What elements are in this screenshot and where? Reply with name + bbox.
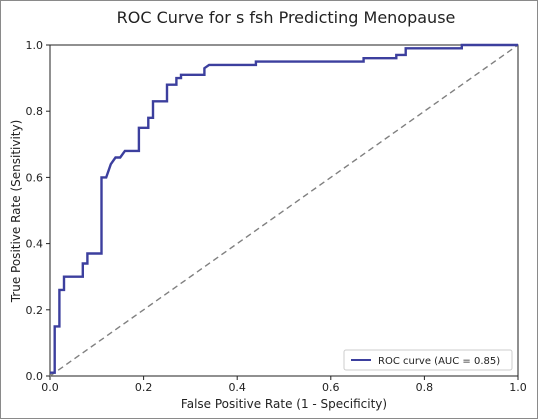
x-axis-label: False Positive Rate (1 - Specificity) — [181, 397, 387, 411]
y-tick-label: 1.0 — [26, 39, 44, 52]
legend-box — [343, 349, 513, 371]
series-layer — [49, 43, 519, 377]
x-tick-label: 0.8 — [416, 381, 434, 394]
x-axis: 0.0 0.2 0.4 0.6 0.8 1.0 — [41, 376, 527, 394]
y-tick-label: 0.8 — [26, 105, 44, 118]
y-tick-label: 0.2 — [26, 304, 44, 317]
x-tick-label: 1.0 — [509, 381, 527, 394]
y-axis-label: True Positive Rate (Sensitivity) — [9, 120, 23, 304]
x-tick-label: 0.2 — [135, 381, 153, 394]
legend-label-roc: ROC curve (AUC = 0.85) — [378, 356, 500, 367]
plot-area — [49, 44, 519, 377]
y-tick-label: 0.0 — [26, 370, 44, 383]
y-tick-label: 0.6 — [26, 171, 44, 184]
chance-line — [49, 44, 519, 377]
chart-title: ROC Curve for s fsh Predicting Menopause — [117, 8, 456, 27]
y-axis: 0.0 0.2 0.4 0.6 0.8 1.0 — [26, 39, 50, 383]
x-tick-label: 0.0 — [41, 381, 59, 394]
y-tick-label: 0.4 — [26, 238, 44, 251]
legend: ROC curve (AUC = 0.85) — [343, 349, 513, 371]
x-tick-label: 0.4 — [228, 381, 246, 394]
roc-curve-line — [50, 43, 518, 374]
x-tick-label: 0.6 — [322, 381, 340, 394]
